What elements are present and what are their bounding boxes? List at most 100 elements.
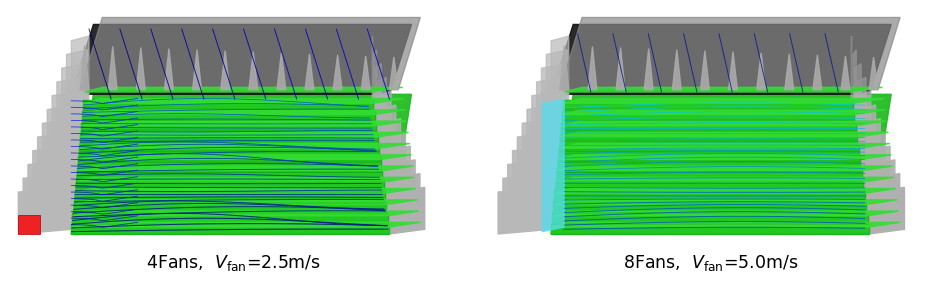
Polygon shape [551, 222, 900, 227]
Polygon shape [866, 160, 895, 211]
Polygon shape [48, 105, 81, 164]
Polygon shape [558, 163, 861, 172]
Polygon shape [164, 49, 173, 90]
Polygon shape [76, 177, 414, 182]
Polygon shape [856, 77, 866, 141]
Polygon shape [78, 155, 411, 159]
Polygon shape [81, 132, 377, 141]
Polygon shape [33, 146, 76, 199]
Polygon shape [373, 50, 376, 118]
Polygon shape [537, 77, 564, 141]
Polygon shape [542, 99, 564, 232]
Polygon shape [563, 99, 884, 103]
Polygon shape [80, 143, 378, 151]
Polygon shape [82, 121, 408, 126]
Polygon shape [77, 166, 413, 171]
Polygon shape [78, 156, 381, 166]
Polygon shape [85, 87, 403, 92]
Polygon shape [82, 122, 376, 130]
Polygon shape [563, 100, 853, 110]
Polygon shape [560, 134, 857, 144]
Polygon shape [785, 54, 793, 90]
Polygon shape [387, 160, 415, 211]
Polygon shape [137, 47, 145, 90]
Polygon shape [551, 36, 569, 106]
Polygon shape [57, 77, 85, 141]
Polygon shape [388, 174, 420, 222]
Polygon shape [546, 50, 567, 118]
Polygon shape [869, 187, 904, 234]
Polygon shape [644, 49, 653, 90]
Polygon shape [18, 187, 71, 234]
Polygon shape [700, 51, 710, 90]
Polygon shape [79, 153, 380, 161]
Polygon shape [556, 179, 864, 189]
Polygon shape [867, 174, 900, 222]
Polygon shape [551, 94, 891, 234]
Polygon shape [75, 184, 384, 192]
Polygon shape [542, 64, 565, 129]
Polygon shape [380, 105, 396, 164]
Polygon shape [863, 132, 885, 187]
Polygon shape [556, 177, 894, 182]
Polygon shape [80, 45, 89, 90]
Polygon shape [729, 52, 737, 90]
Polygon shape [561, 123, 856, 133]
Bar [18, 215, 41, 234]
Polygon shape [555, 190, 864, 200]
Text: 4Fans,  $V_{\mathrm{fan}}$=2.5m/s: 4Fans, $V_{\mathrm{fan}}$=2.5m/s [145, 253, 320, 273]
Polygon shape [564, 87, 883, 92]
Polygon shape [555, 184, 864, 192]
Polygon shape [513, 146, 556, 199]
Polygon shape [305, 54, 314, 90]
Polygon shape [507, 160, 554, 211]
Polygon shape [555, 189, 896, 193]
Polygon shape [560, 17, 900, 90]
Polygon shape [552, 215, 867, 223]
Polygon shape [76, 174, 383, 182]
Polygon shape [553, 205, 866, 213]
Polygon shape [80, 134, 377, 144]
Polygon shape [76, 179, 384, 189]
Polygon shape [38, 132, 78, 187]
Polygon shape [72, 213, 388, 223]
Polygon shape [552, 213, 867, 223]
Polygon shape [108, 47, 117, 90]
Polygon shape [390, 187, 425, 234]
Polygon shape [83, 110, 406, 114]
Polygon shape [559, 145, 859, 155]
Polygon shape [381, 119, 401, 176]
Polygon shape [518, 132, 558, 187]
Polygon shape [553, 200, 897, 205]
Polygon shape [28, 160, 74, 211]
Polygon shape [71, 224, 389, 234]
Polygon shape [855, 64, 861, 129]
Polygon shape [498, 187, 551, 234]
Polygon shape [562, 111, 854, 121]
Polygon shape [84, 100, 373, 110]
Polygon shape [71, 36, 89, 106]
Polygon shape [558, 156, 861, 166]
Polygon shape [522, 119, 560, 176]
Polygon shape [83, 111, 374, 121]
Polygon shape [561, 122, 856, 130]
Polygon shape [860, 105, 876, 164]
Polygon shape [73, 200, 417, 205]
Polygon shape [73, 205, 387, 213]
Polygon shape [560, 132, 857, 141]
Polygon shape [588, 47, 597, 90]
Polygon shape [562, 111, 854, 120]
Polygon shape [559, 153, 860, 161]
Polygon shape [375, 64, 381, 129]
Polygon shape [560, 143, 858, 151]
Polygon shape [75, 190, 385, 200]
Polygon shape [673, 50, 681, 90]
Polygon shape [72, 211, 419, 216]
Polygon shape [556, 174, 863, 182]
Polygon shape [560, 45, 569, 90]
Polygon shape [333, 55, 342, 90]
Polygon shape [864, 146, 890, 199]
Polygon shape [757, 53, 766, 90]
Polygon shape [82, 123, 376, 133]
Polygon shape [561, 121, 887, 126]
